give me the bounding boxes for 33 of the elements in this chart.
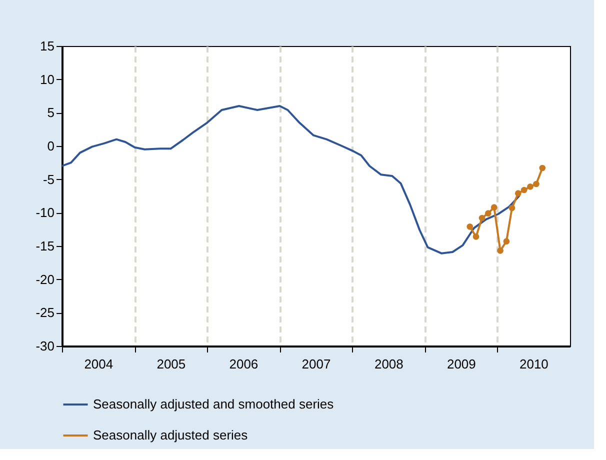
point xyxy=(503,238,510,244)
x-tick-label: 2004 xyxy=(84,356,114,372)
y-tick-label: 15 xyxy=(40,38,54,54)
x-tick-label: 2010 xyxy=(519,356,548,372)
line-series xyxy=(62,105,520,254)
legend-label: Seasonally adjusted series xyxy=(93,428,248,442)
legend-label: Seasonally adjusted and smoothed series xyxy=(93,396,334,412)
y-tick-label: 0 xyxy=(47,138,54,154)
x-tick-label: 2008 xyxy=(374,356,404,372)
point xyxy=(539,164,546,172)
point xyxy=(466,224,474,230)
y-tick-label: 5 xyxy=(47,105,54,120)
point xyxy=(472,234,480,240)
y-tick-label: -20 xyxy=(36,272,54,287)
point xyxy=(478,214,486,222)
y-tick-label: -5 xyxy=(42,172,54,187)
point xyxy=(520,186,528,194)
point xyxy=(508,204,516,212)
point xyxy=(497,248,504,254)
y-tick-label: -30 xyxy=(36,338,54,354)
point xyxy=(484,210,492,216)
point xyxy=(514,190,522,196)
x-tick-label: 2006 xyxy=(229,356,258,372)
point xyxy=(527,184,534,190)
x-tick-label: 2007 xyxy=(302,356,331,372)
x-tick-label: 2009 xyxy=(446,356,476,372)
y-tick-label: 10 xyxy=(40,72,54,87)
x-tick-label: 2005 xyxy=(156,356,186,372)
y-tick-label: -25 xyxy=(36,305,54,320)
y-tick-label: -15 xyxy=(36,238,54,254)
point xyxy=(533,180,540,188)
point xyxy=(490,204,498,210)
y-tick-label: -10 xyxy=(36,205,54,220)
